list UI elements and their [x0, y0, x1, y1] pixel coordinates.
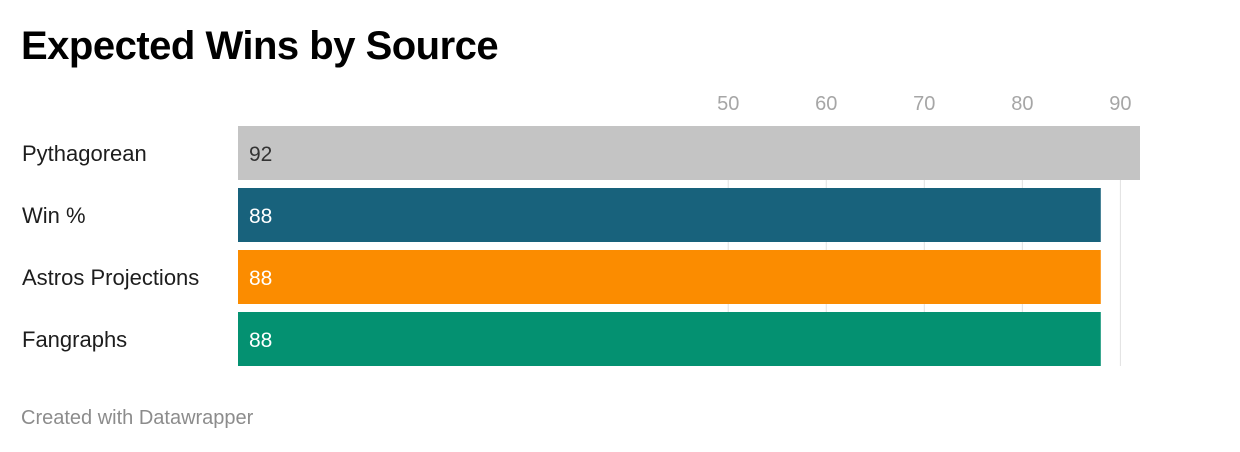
bar-value-label: 92	[249, 143, 272, 166]
category-label: Astros Projections	[22, 265, 199, 290]
bars	[238, 126, 1140, 366]
bar-value-label: 88	[249, 267, 272, 290]
category-label: Win %	[22, 203, 86, 228]
bar	[238, 312, 1101, 366]
labels: 50 60 70 80 90 Pythagorean 92 Win % 88 Astros Pro…	[22, 93, 1132, 352]
bar	[238, 250, 1101, 304]
bar	[238, 126, 1140, 180]
x-tick-label: 70	[913, 93, 935, 115]
category-label: Pythagorean	[22, 141, 147, 166]
chart-title: Expected Wins by Source	[21, 24, 499, 68]
x-tick-label: 50	[717, 93, 739, 115]
x-tick-label: 60	[815, 93, 837, 115]
x-tick-label: 90	[1109, 93, 1131, 115]
bar	[238, 188, 1101, 242]
bar-value-label: 88	[249, 329, 272, 352]
x-tick-label: 80	[1011, 93, 1033, 115]
category-label: Fangraphs	[22, 327, 127, 352]
footer-credit: Created with Datawrapper	[21, 407, 254, 429]
bar-value-label: 88	[249, 205, 272, 228]
